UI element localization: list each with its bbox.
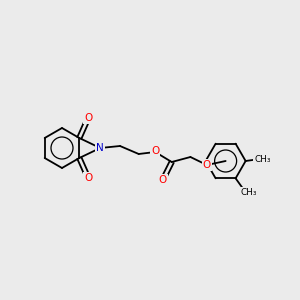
Text: O: O: [159, 175, 167, 185]
Text: CH₃: CH₃: [254, 154, 271, 164]
Text: O: O: [151, 146, 159, 156]
Text: O: O: [203, 160, 211, 170]
Text: CH₃: CH₃: [240, 188, 257, 197]
Text: O: O: [84, 173, 92, 183]
Text: O: O: [84, 113, 92, 123]
Text: N: N: [96, 143, 104, 153]
